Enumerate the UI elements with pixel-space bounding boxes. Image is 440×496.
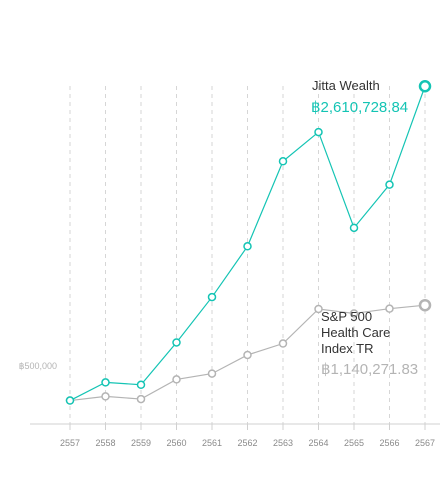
x-tick-label-2558: 2558 <box>95 438 115 448</box>
x-tick-label-2560: 2560 <box>166 438 186 448</box>
data-point-jitta-wealth-2557 <box>65 396 75 405</box>
data-point-sp500-health-care-2566 <box>385 304 394 313</box>
y-axis-tick-label: ฿500,000 <box>19 361 57 371</box>
x-tick-label-2566: 2566 <box>379 438 399 448</box>
x-tick-label-2565: 2565 <box>344 438 364 448</box>
data-point-sp500-health-care-2560 <box>172 375 181 384</box>
data-point-jitta-wealth-2567 <box>418 80 432 93</box>
x-tick-label-2557: 2557 <box>60 438 80 448</box>
data-point-jitta-wealth-2560 <box>172 338 181 347</box>
data-point-jitta-wealth-2564 <box>314 127 323 137</box>
data-point-jitta-wealth-2562 <box>243 242 252 251</box>
x-tick-label-2559: 2559 <box>131 438 151 448</box>
data-point-jitta-wealth-2566 <box>385 180 394 189</box>
x-tick-label-2564: 2564 <box>308 438 328 448</box>
data-point-sp500-health-care-2564 <box>314 304 323 314</box>
data-point-sp500-health-care-2559 <box>136 394 146 404</box>
data-point-jitta-wealth-2563 <box>278 157 288 166</box>
data-point-sp500-health-care-2562 <box>243 350 252 360</box>
series-final-value-jitta-wealth: ฿2,610,728.84 <box>311 99 408 116</box>
data-point-jitta-wealth-2559 <box>136 380 146 390</box>
x-tick-label-2561: 2561 <box>202 438 222 448</box>
series-name-jitta-wealth: Jitta Wealth <box>312 78 380 93</box>
vertical-gridlines <box>69 86 426 424</box>
series-lines <box>65 80 432 405</box>
data-point-sp500-health-care-2563 <box>278 339 288 348</box>
series-name-sp500-line-2: Health Care <box>321 325 390 340</box>
x-tick-label-2563: 2563 <box>273 438 293 448</box>
data-point-jitta-wealth-2565 <box>349 223 359 233</box>
x-axis-tick-labels: 2557 2558 2559 2560 2561 2562 2563 2564 2565 2566… <box>60 424 435 448</box>
data-point-sp500-health-care-2558 <box>101 392 110 401</box>
x-tick-label-2567: 2567 <box>415 438 435 448</box>
data-point-jitta-wealth-2561 <box>207 292 217 302</box>
series-name-sp500-line-3: Index TR <box>321 341 374 356</box>
data-point-sp500-health-care-2565 <box>349 309 359 318</box>
data-point-sp500-health-care-2567 <box>418 298 432 312</box>
data-point-sp500-health-care-2561 <box>207 369 217 378</box>
data-point-jitta-wealth-2558 <box>101 378 110 387</box>
series-labels: Jitta Wealth ฿2,610,728.84 S&P 500 Healt… <box>311 78 418 378</box>
series-name-sp500-line-1: S&P 500 <box>321 309 372 324</box>
series-final-value-sp500: ฿1,140,271.83 <box>321 361 418 378</box>
x-tick-label-2562: 2562 <box>237 438 257 448</box>
